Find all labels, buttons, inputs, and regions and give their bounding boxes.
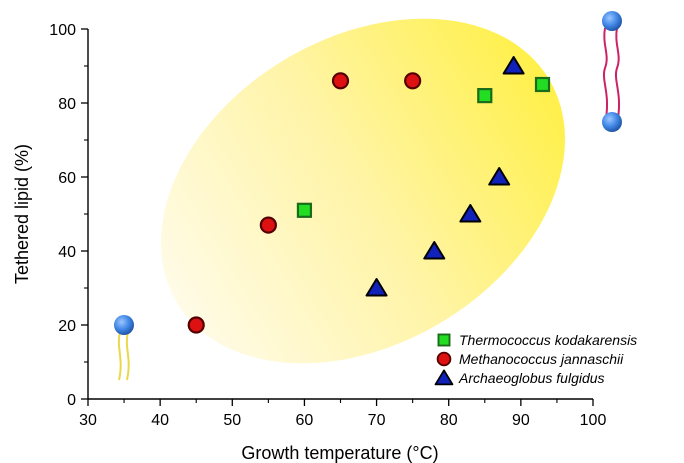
legend-marker-square [437, 333, 451, 347]
legend-label: Methanococcus jannaschii [459, 351, 624, 367]
data-point-circle [259, 216, 277, 234]
y-axis-title: Tethered lipid (%) [12, 144, 32, 284]
y-tick-label: 60 [58, 170, 76, 187]
data-point-triangle [365, 278, 388, 297]
data-point-square [296, 202, 313, 218]
x-tick-label: 90 [512, 412, 530, 429]
data-markers [187, 56, 551, 334]
y-tick-label: 0 [67, 392, 76, 409]
y-tick-label: 80 [58, 96, 76, 113]
x-tick-label: 60 [296, 412, 314, 429]
legend-marker-circle [436, 351, 452, 367]
x-tick-label: 100 [580, 412, 607, 429]
y-tick-label: 40 [58, 244, 76, 261]
data-point-circle [404, 72, 422, 90]
data-point-triangle [488, 167, 511, 186]
data-point-triangle [423, 241, 446, 260]
legend-marker-triangle [434, 369, 454, 386]
legend: Thermococcus kodakarensis Methanococcus j… [434, 332, 637, 386]
x-axis-ticks: 30 40 50 60 70 80 90 100 [79, 399, 606, 429]
x-tick-label: 50 [223, 412, 241, 429]
x-axis-title: Growth temperature (°C) [241, 443, 438, 463]
data-point-circle [187, 316, 205, 334]
tethered-lipid-icon [602, 11, 622, 132]
legend-label: Archaeoglobus fulgidus [458, 370, 605, 386]
y-axis-ticks: 0 20 40 60 80 100 [49, 22, 88, 409]
y-tick-label: 100 [49, 22, 76, 39]
highlight-ellipse [160, 18, 566, 364]
monopolar-lipid-icon [114, 315, 134, 381]
data-point-circle [331, 72, 350, 90]
legend-label: Thermococcus kodakarensis [459, 332, 637, 348]
y-tick-label: 20 [58, 318, 76, 335]
data-point-triangle [459, 204, 482, 223]
x-tick-label: 70 [368, 412, 386, 429]
data-point-square [534, 76, 551, 93]
x-tick-label: 80 [440, 412, 458, 429]
data-point-triangle [502, 56, 525, 75]
x-tick-label: 30 [79, 412, 97, 429]
data-point-square [477, 87, 493, 104]
x-tick-label: 40 [151, 412, 169, 429]
